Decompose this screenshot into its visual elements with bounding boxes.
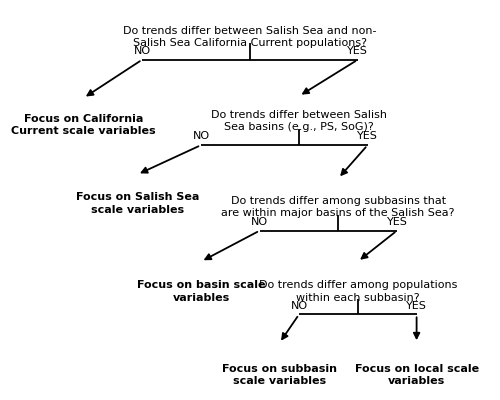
Text: Do trends differ between Salish
Sea basins (e.g., PS, SoG)?: Do trends differ between Salish Sea basi… — [211, 110, 387, 132]
Text: YES: YES — [406, 300, 427, 310]
Text: NO: NO — [290, 300, 308, 310]
Text: YES: YES — [357, 131, 378, 141]
Text: Do trends differ among subbasins that
are within major basins of the Salish Sea?: Do trends differ among subbasins that ar… — [222, 196, 455, 218]
Text: Do trends differ among populations
within each subbasin?: Do trends differ among populations withi… — [258, 280, 457, 303]
Text: YES: YES — [348, 46, 368, 56]
Text: Focus on subbasin
scale variables: Focus on subbasin scale variables — [222, 364, 337, 386]
Text: Focus on California
Current scale variables: Focus on California Current scale variab… — [11, 114, 156, 136]
Text: Focus on local scale
variables: Focus on local scale variables — [354, 364, 478, 386]
Text: NO: NO — [251, 217, 268, 227]
Text: NO: NO — [192, 131, 210, 141]
Text: Focus on basin scale
variables: Focus on basin scale variables — [137, 280, 265, 303]
Text: NO: NO — [134, 46, 151, 56]
Text: Do trends differ between Salish Sea and non-
Salish Sea California Current popul: Do trends differ between Salish Sea and … — [123, 26, 377, 48]
Text: YES: YES — [386, 217, 407, 227]
Text: Focus on Salish Sea
scale variables: Focus on Salish Sea scale variables — [76, 192, 199, 214]
